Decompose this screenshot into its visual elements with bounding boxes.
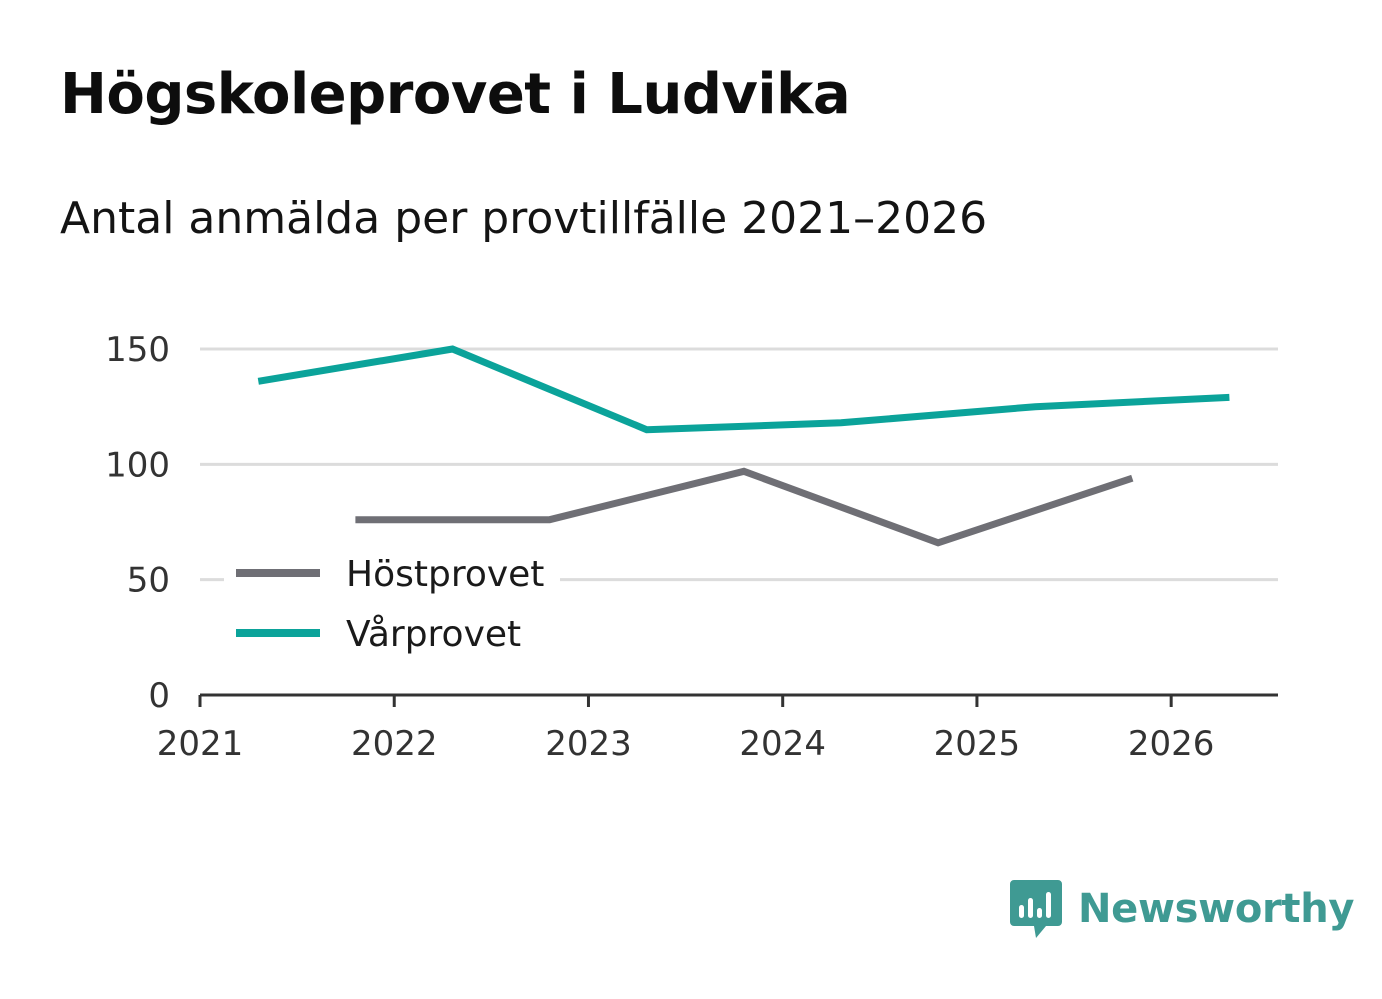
- y-axis-tick-labels: 0 50 100 150: [105, 330, 170, 716]
- chart-subtitle: Antal anmälda per provtillfälle 2021–202…: [60, 193, 988, 244]
- legend-background: [224, 539, 560, 671]
- x-tick-label-2023: 2023: [545, 724, 632, 764]
- brand-name: Newsworthy: [1078, 886, 1355, 932]
- x-tick-label-2026: 2026: [1128, 724, 1215, 764]
- series-line-varprovet: [257, 345, 1230, 434]
- legend: Höstprovet Vårprovet: [224, 539, 560, 671]
- newsworthy-logo-icon: [1010, 880, 1062, 938]
- newsworthy-brand: Newsworthy: [1010, 878, 1355, 940]
- x-tick-label-2021: 2021: [157, 724, 244, 764]
- legend-label-hostprovet: Höstprovet: [346, 554, 544, 595]
- y-tick-label-0: 0: [148, 676, 170, 716]
- series-line-hostprovet: [355, 467, 1134, 547]
- y-tick-label-50: 50: [127, 561, 170, 601]
- chart-title: Högskoleprovet i Ludvika: [60, 62, 851, 127]
- x-tick-label-2024: 2024: [739, 724, 826, 764]
- x-tick-label-2025: 2025: [934, 724, 1021, 764]
- y-tick-label-100: 100: [105, 445, 170, 485]
- x-tick-label-2022: 2022: [351, 724, 438, 764]
- x-axis: 2021 2022 2023 2024 2025 2026: [157, 693, 1278, 764]
- y-tick-label-150: 150: [105, 330, 170, 370]
- legend-label-varprovet: Vårprovet: [346, 614, 521, 655]
- data-series: [257, 345, 1230, 547]
